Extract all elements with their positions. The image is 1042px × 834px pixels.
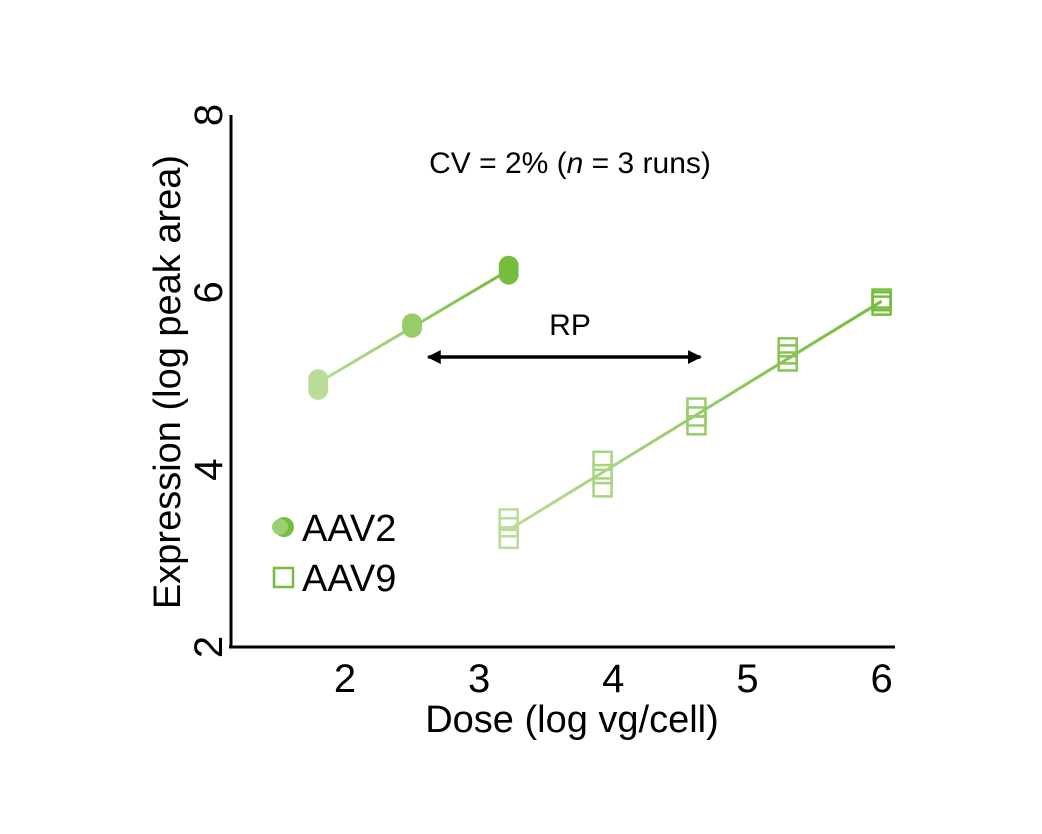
legend-aav9-marker [272,566,295,589]
y-axis-title: Expression (log peak area) [147,155,189,609]
x-tick-label: 6 [870,657,892,701]
aav9-point [592,450,613,472]
aav2-point [308,379,329,400]
aav9-point [777,337,798,358]
aav9-point [592,463,613,485]
x-tick-label: 2 [334,657,356,701]
aav9-point [686,397,707,418]
aav9-point [871,288,892,309]
cv-annotation: CV = 2% (n = 3 runs) [429,147,711,180]
legend-aav2-label: AAV2 [302,508,396,550]
y-tick-label: 6 [187,281,231,303]
x-tick-label: 3 [468,657,490,701]
x-tick-labels: 2 3 4 5 6 [334,657,893,701]
rp-label: RP [549,309,591,342]
y-tick-labels: 2 4 6 8 [187,104,231,658]
aav2-point [402,313,423,334]
x-tick-label: 4 [602,657,624,701]
aav9-point [498,528,519,550]
y-tick-label: 2 [187,636,231,658]
x-tick-label: 5 [736,657,758,701]
aav9-point [592,477,613,498]
x-axis-title: Dose (log vg/cell) [425,699,719,741]
legend-aav9-label: AAV9 [302,558,396,600]
cv-prefix: CV = 2% ( [429,147,567,180]
y-tick-label: 8 [187,104,231,126]
aav9-point [498,508,519,529]
aav2-point [498,255,519,276]
legend: AAV2 AAV9 [272,508,396,600]
cv-n: n [567,147,584,180]
y-tick-label: 4 [187,459,231,481]
fit-lines [317,268,883,532]
legend-aav2-marker-shade [272,519,288,535]
data-points [308,255,892,550]
cv-suffix: = 3 runs) [583,147,711,180]
